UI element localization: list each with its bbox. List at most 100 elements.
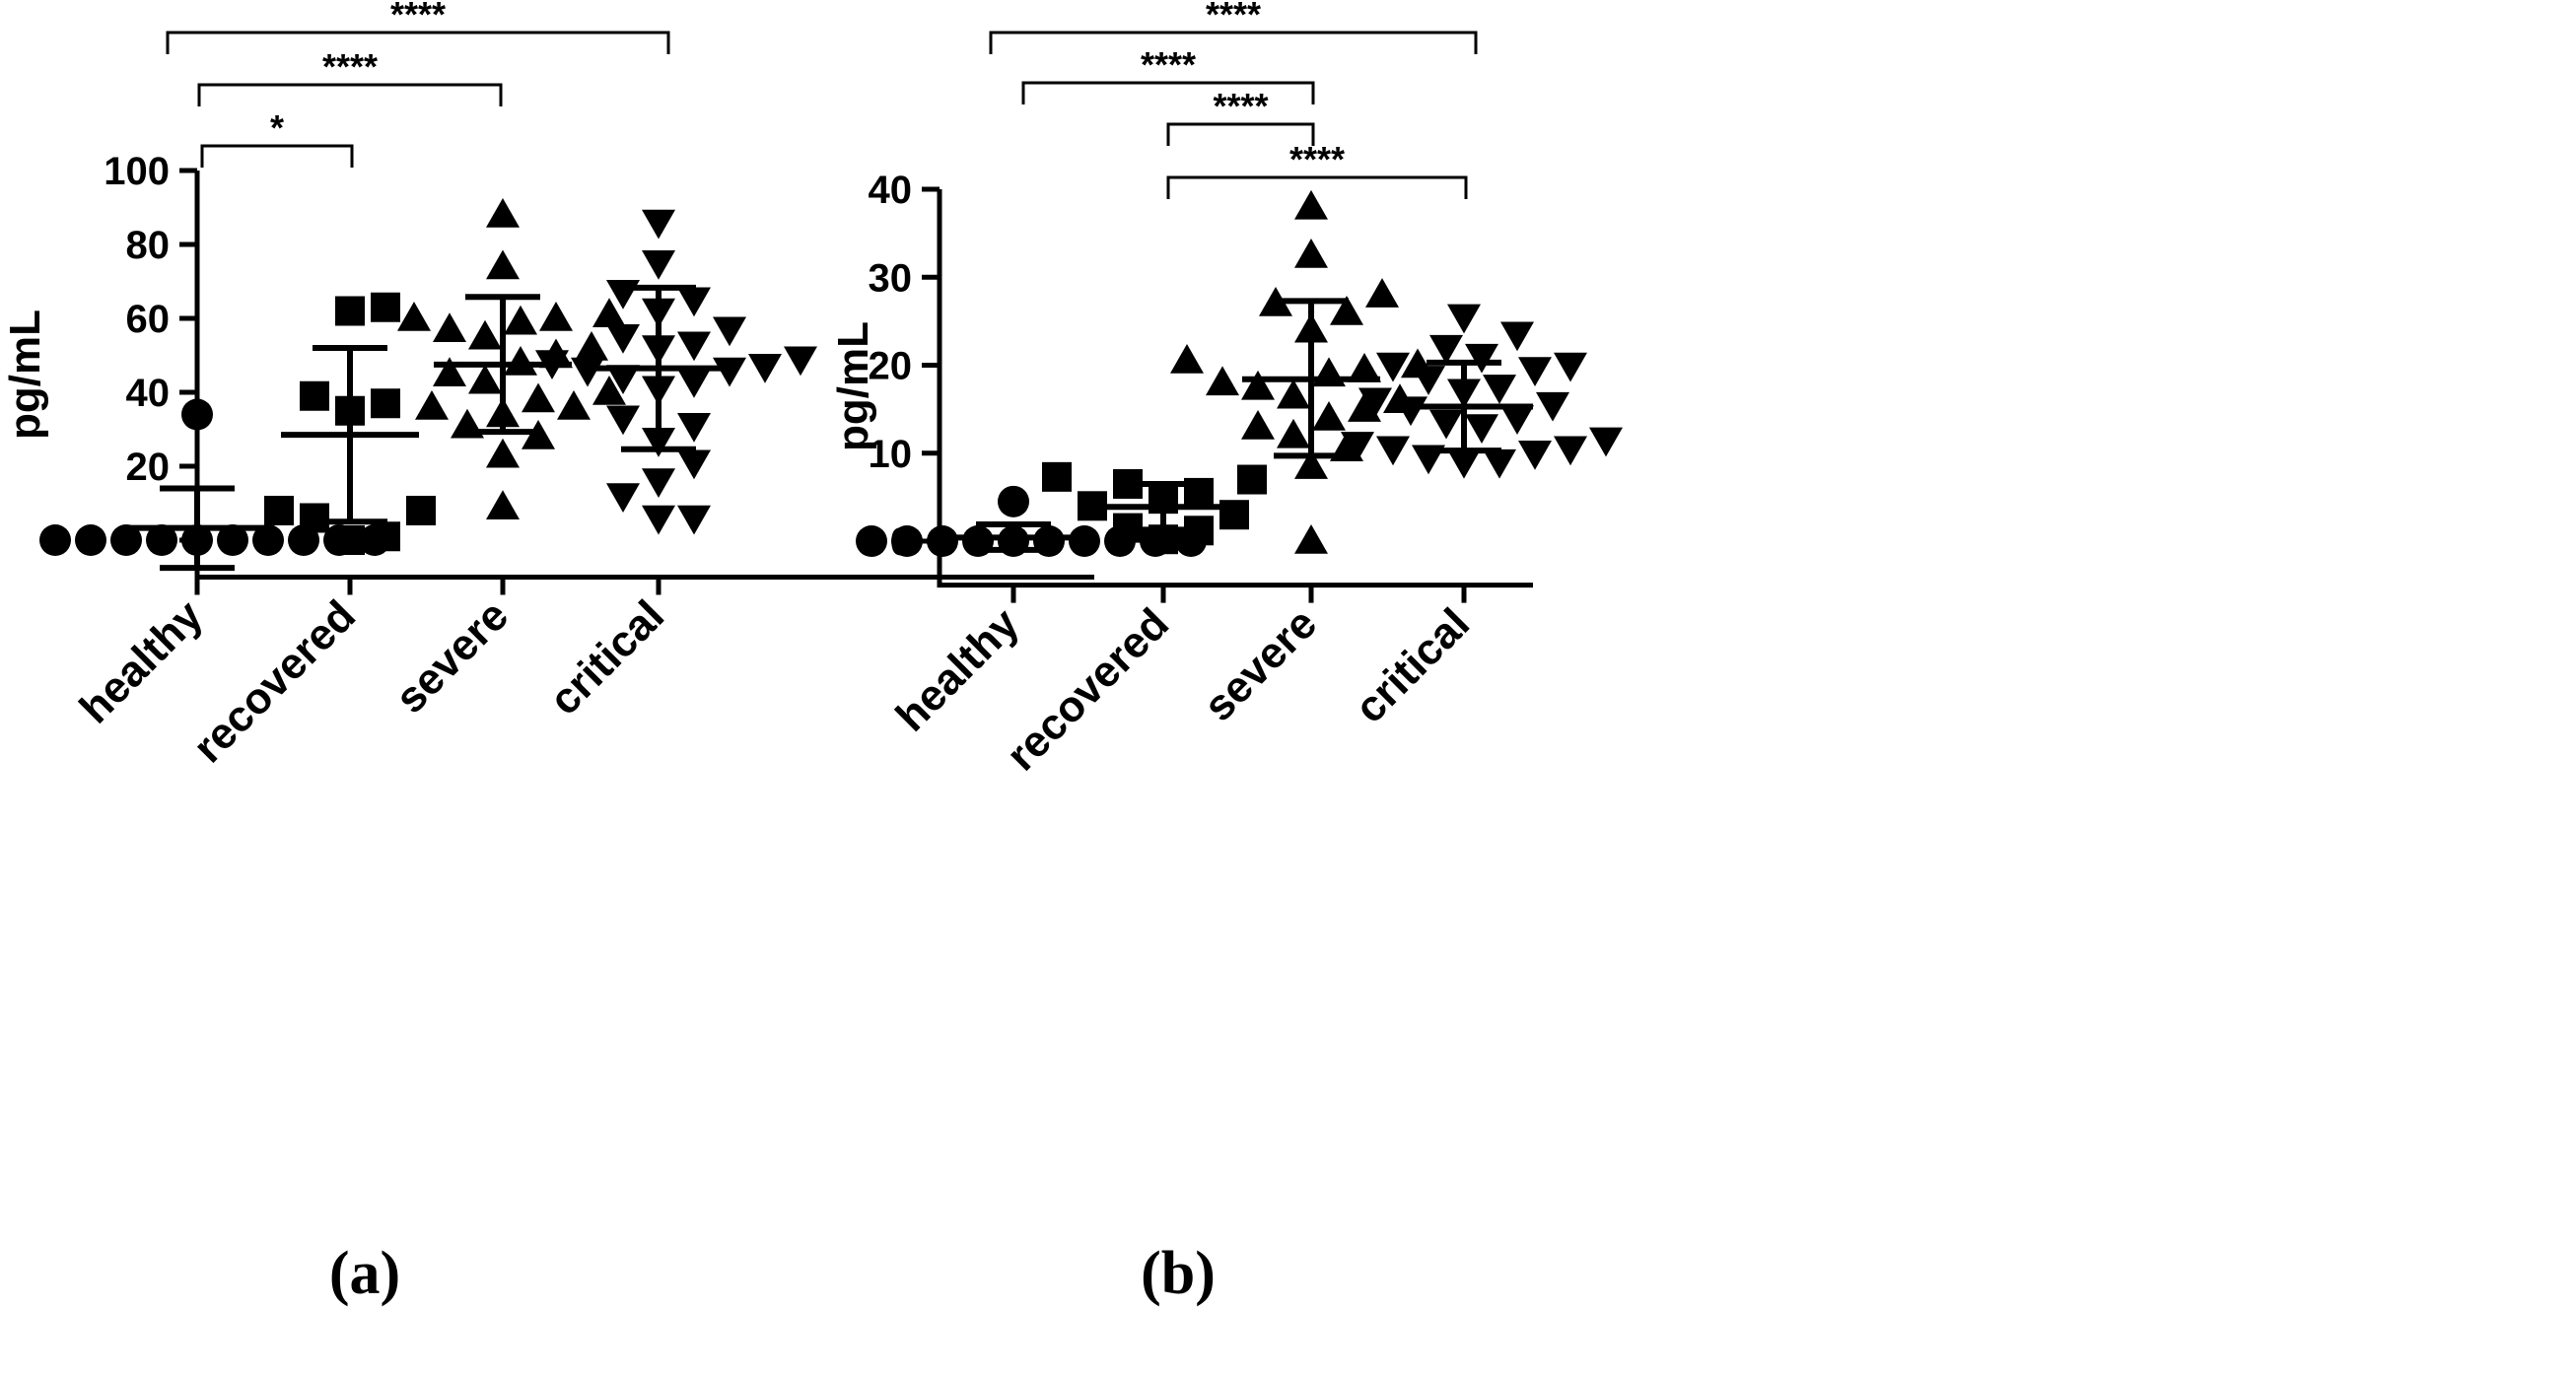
data-point-severe (1277, 379, 1310, 409)
data-point-healthy (75, 524, 106, 556)
data-point-severe (1277, 418, 1310, 448)
data-point-critical (748, 354, 782, 383)
significance-label-healthy-critical: **** (390, 0, 446, 34)
data-point-severe (486, 490, 520, 519)
data-point-recovered (406, 496, 436, 525)
data-point-critical (784, 346, 817, 377)
data-point-severe (504, 305, 537, 335)
significance-label-recovered-critical: **** (1289, 139, 1345, 179)
data-point-severe (522, 382, 555, 413)
data-point-critical (1518, 441, 1552, 470)
data-point-severe (1365, 278, 1399, 308)
significance-label-healthy-recovered: * (270, 107, 284, 148)
data-point-critical (1376, 352, 1410, 382)
data-point-healthy (39, 524, 71, 556)
data-point-severe (1294, 449, 1328, 479)
data-point-critical (1483, 448, 1516, 479)
data-point-severe (592, 376, 626, 405)
data-point-healthy (1069, 525, 1100, 557)
category-label-critical: critical (540, 591, 673, 724)
data-point-critical (606, 365, 640, 394)
data-point-recovered (371, 521, 400, 552)
data-point-critical (606, 324, 640, 354)
data-point-severe (1206, 366, 1239, 396)
data-point-critical (1554, 352, 1587, 382)
data-point-healthy (252, 524, 284, 556)
data-point-critical (1341, 432, 1374, 461)
data-point-critical (606, 405, 640, 436)
significance-bracket-healthy-recovered (200, 144, 354, 168)
significance-bracket-healthy-critical (989, 31, 1478, 54)
panel-b-chart: 010203040pg/mLhealthyrecoveredseverecrit… (829, 0, 1623, 1307)
data-point-critical (642, 250, 675, 280)
data-point-critical (642, 468, 675, 498)
data-point-recovered (264, 496, 294, 525)
y-axis-title: pg/mL (829, 321, 877, 451)
panel-label-b: (b) (1141, 1240, 1216, 1307)
data-point-healthy (998, 485, 1029, 517)
data-point-healthy (217, 524, 248, 556)
data-point-severe (433, 357, 466, 386)
data-point-recovered (300, 380, 329, 411)
category-label-severe: severe (1195, 599, 1326, 730)
data-point-severe (397, 302, 431, 331)
y-tick-label: 20 (126, 446, 171, 489)
significance-bracket-healthy-severe (1021, 81, 1315, 104)
data-point-critical (1500, 321, 1534, 352)
data-point-severe (575, 331, 608, 361)
data-point-severe (486, 438, 520, 468)
data-point-critical (1589, 427, 1623, 457)
data-point-severe (1241, 409, 1275, 440)
data-point-severe (1312, 401, 1346, 431)
data-point-critical (1500, 405, 1534, 436)
data-point-critical (1376, 436, 1410, 466)
data-point-severe (1241, 370, 1275, 400)
data-point-critical (1447, 304, 1481, 334)
category-label-healthy: healthy (886, 599, 1028, 741)
data-point-critical (1358, 387, 1392, 418)
category-label-healthy: healthy (70, 591, 212, 733)
data-point-healthy (891, 525, 923, 557)
data-point-severe (1294, 524, 1328, 554)
data-point-critical (606, 483, 640, 513)
category-label-severe: severe (386, 591, 518, 723)
data-point-severe (1170, 344, 1204, 374)
significance-label-healthy-severe: **** (322, 46, 378, 87)
data-point-critical (642, 209, 675, 240)
y-tick-label: 20 (869, 345, 913, 388)
data-point-severe (592, 298, 626, 327)
data-point-recovered (371, 292, 400, 322)
significance-label-recovered-severe: **** (1213, 86, 1268, 126)
data-point-critical (713, 316, 746, 347)
significance-bracket-recovered-critical (1166, 175, 1468, 199)
data-point-critical (677, 413, 711, 443)
data-point-severe (504, 346, 537, 376)
y-tick-label: 30 (869, 256, 913, 300)
data-point-severe (1294, 189, 1328, 220)
data-point-critical (1536, 391, 1569, 422)
data-point-severe (1348, 392, 1381, 422)
data-point-recovered (335, 296, 365, 326)
data-point-critical (1429, 409, 1463, 440)
category-label-recovered: recovered (184, 591, 365, 772)
data-point-severe (486, 198, 520, 228)
data-point-critical (642, 505, 675, 535)
data-point-severe (468, 319, 502, 350)
category-label-critical: critical (1346, 599, 1479, 732)
data-point-healthy (146, 524, 177, 556)
significance-bracket-recovered-severe (1166, 122, 1315, 146)
data-point-critical (1429, 334, 1463, 365)
data-point-healthy (856, 525, 887, 557)
y-tick-label: 60 (126, 298, 171, 341)
panel-label-a: (a) (329, 1240, 400, 1307)
data-point-healthy (181, 398, 213, 431)
data-point-severe (539, 302, 573, 331)
data-point-recovered (371, 388, 400, 419)
y-tick-label: 10 (869, 433, 913, 476)
data-point-severe (557, 390, 591, 420)
data-point-recovered (335, 525, 365, 555)
data-point-severe (1294, 238, 1328, 268)
y-axis-title: pg/mL (1, 310, 49, 440)
data-point-critical (677, 331, 711, 362)
